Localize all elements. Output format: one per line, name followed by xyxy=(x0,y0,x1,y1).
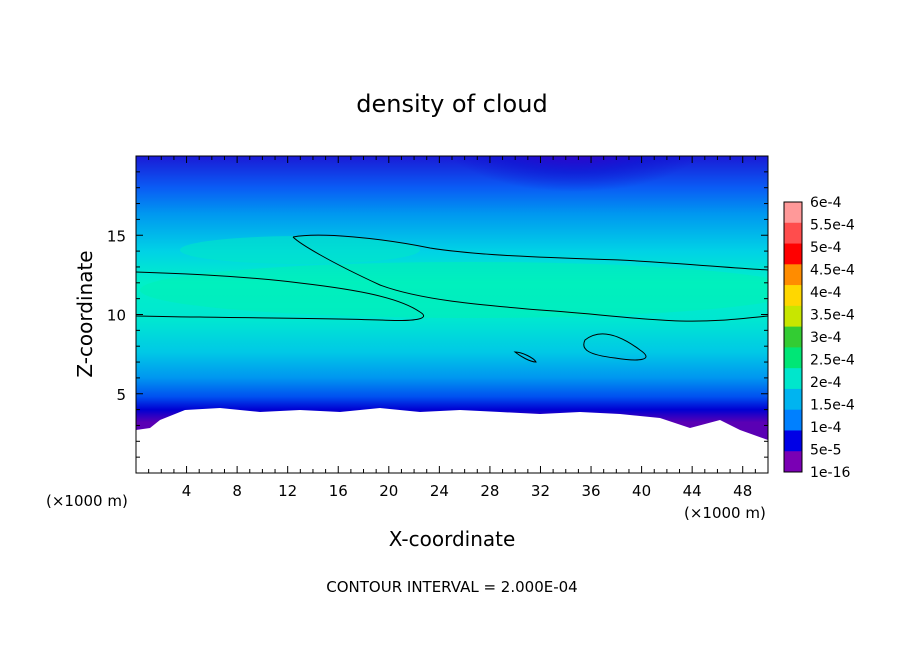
x-tick-label: 12 xyxy=(278,482,297,500)
colorbar-label: 4.5e-4 xyxy=(810,263,855,279)
x-tick-label: 8 xyxy=(232,482,242,500)
colorbar-swatch xyxy=(784,285,802,307)
x-tick-label: 20 xyxy=(379,482,398,500)
x-tick-label: 16 xyxy=(329,482,348,500)
y-axis-label: Z-coordinate xyxy=(73,250,97,377)
colorbar-label: 2.5e-4 xyxy=(810,353,855,369)
colorbar-swatch xyxy=(784,243,802,265)
colorbar-swatch xyxy=(784,388,802,411)
x-tick-label: 48 xyxy=(733,482,752,500)
x-tick-label: 44 xyxy=(683,482,702,500)
colorbar-label: 5e-5 xyxy=(810,443,841,459)
colorbar-label: 5e-4 xyxy=(810,240,842,256)
colorbar-swatch xyxy=(784,347,802,369)
colorbar-label: 1e-16 xyxy=(810,465,850,481)
contour-line xyxy=(583,333,647,361)
contour-line xyxy=(513,351,537,363)
x-axis-label: X-coordinate xyxy=(389,527,516,551)
colorbar-swatch xyxy=(784,222,802,245)
colorbar-swatch xyxy=(784,305,802,328)
colorbar-label: 1e-4 xyxy=(810,420,842,436)
y-tick-label: 5 xyxy=(116,386,126,404)
colorbar-swatch xyxy=(784,409,802,431)
colorbar-label: 4e-4 xyxy=(810,285,842,301)
x-axis-ticks: 4 8 12 16 20 24 28 32 36 40 44 48 xyxy=(135,156,769,500)
colorbar-label: 2e-4 xyxy=(810,375,842,391)
contour-line xyxy=(292,236,768,322)
low-density-region-top xyxy=(455,156,695,225)
x-tick-label: 4 xyxy=(182,482,192,500)
high-density-band xyxy=(140,262,768,318)
colorbar-swatch xyxy=(784,368,802,390)
x-tick-label: 24 xyxy=(430,482,449,500)
colorbar-frame xyxy=(783,201,803,473)
x-tick-label: 32 xyxy=(531,482,550,500)
contour-line xyxy=(292,234,768,271)
x-axis-unit-label: (×1000 m) xyxy=(684,504,766,522)
colorbar-label: 6e-4 xyxy=(810,195,842,211)
x-tick-label: 28 xyxy=(480,482,499,500)
y-axis-unit-label: (×1000 m) xyxy=(46,492,128,510)
x-tick-label: 36 xyxy=(581,482,600,500)
colorbar-swatch xyxy=(784,264,802,286)
chart-title: density of cloud xyxy=(356,90,547,118)
y-tick-label: 10 xyxy=(107,307,126,325)
ground-mask xyxy=(136,408,768,473)
colorbar-swatch xyxy=(784,451,802,473)
colorbar: 6e-4 5.5e-4 5e-4 4.5e-4 4e-4 3.5e-4 3e-4 2.5e-4… xyxy=(783,195,855,481)
colorbar-label: 5.5e-4 xyxy=(810,218,855,234)
y-axis-ticks: 5 10 15 xyxy=(107,155,768,474)
colorbar-swatch xyxy=(784,202,802,224)
y-tick-label: 15 xyxy=(107,227,126,245)
colorbar-label: 1.5e-4 xyxy=(810,398,855,414)
colorbar-label: 3.5e-4 xyxy=(810,308,855,324)
colorbar-label: 3e-4 xyxy=(810,330,842,346)
x-tick-label: 40 xyxy=(632,482,651,500)
mid-density-patch xyxy=(180,236,420,264)
contour-interval-text: CONTOUR INTERVAL = 2.000E-04 xyxy=(326,578,577,596)
contour-line xyxy=(136,271,425,321)
density-field xyxy=(136,156,768,473)
colorbar-swatch xyxy=(784,430,802,452)
colorbar-swatch xyxy=(784,326,802,348)
